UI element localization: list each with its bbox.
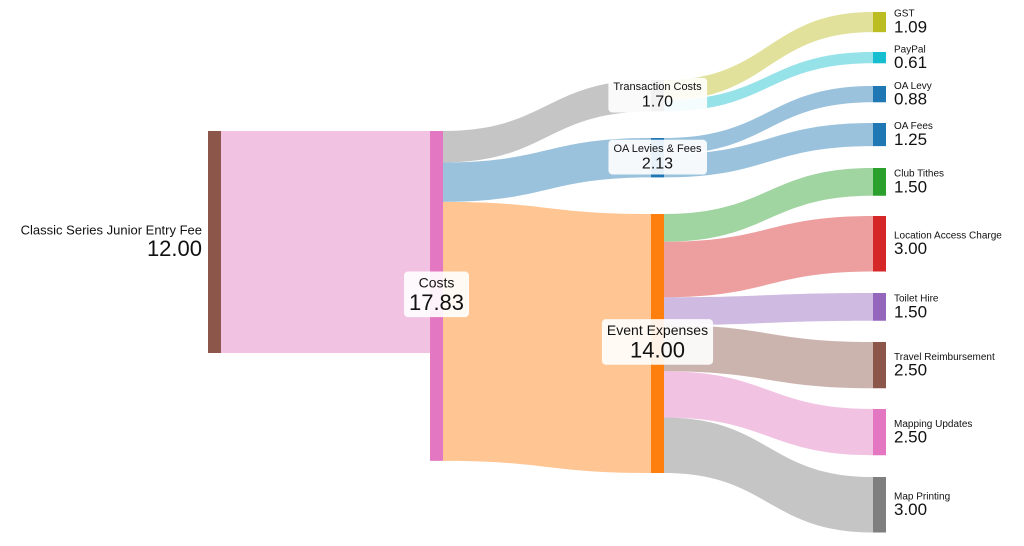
node-value: 1.25 (894, 130, 927, 149)
node-name: OA Levies & Fees (613, 143, 702, 155)
node-name: Location Access Charge (894, 230, 1002, 241)
node-value: 1.09 (894, 18, 927, 37)
node-name: Travel Reimbursement (894, 352, 995, 363)
node (873, 52, 886, 64)
label-box (608, 77, 708, 113)
label-box (403, 271, 470, 318)
node-name: Transaction Costs (613, 81, 702, 93)
label-box (601, 319, 714, 365)
link (664, 123, 873, 178)
node-name: OA Levy (894, 81, 932, 92)
node (873, 293, 886, 321)
node-value: 12.00 (147, 236, 202, 261)
link (664, 12, 873, 101)
link (443, 80, 651, 163)
node-value: 1.70 (642, 94, 673, 111)
node-value: 14.00 (630, 338, 685, 363)
node (873, 477, 886, 533)
node-name: Classic Series Junior Entry Fee (21, 222, 202, 237)
link (664, 52, 873, 112)
node-name: Toilet Hire (894, 294, 939, 305)
node-name: Club Tithes (894, 169, 944, 180)
link (221, 131, 430, 353)
link (443, 138, 651, 202)
node-value: 0.88 (894, 90, 927, 109)
node-name: Costs (419, 275, 455, 291)
link (664, 86, 873, 155)
label-box (608, 139, 708, 175)
link (664, 216, 873, 298)
link (664, 417, 873, 533)
node (873, 168, 886, 196)
node (873, 86, 886, 103)
node (873, 12, 886, 33)
link (664, 293, 873, 325)
node (873, 409, 886, 456)
link (664, 325, 873, 389)
node-name: PayPal (894, 44, 926, 55)
node-value: 2.50 (894, 361, 927, 380)
node-value: 17.83 (409, 290, 464, 315)
node-value: 1.50 (894, 302, 927, 321)
node-value: 2.13 (642, 156, 673, 173)
link (664, 168, 873, 242)
node-name: Mapping Updates (894, 419, 972, 430)
node (873, 123, 886, 147)
node-value: 0.61 (894, 53, 927, 72)
link (664, 371, 873, 456)
node-name: Event Expenses (607, 322, 708, 338)
node (873, 342, 886, 389)
node-name: OA Fees (894, 121, 933, 132)
node-name: GST (894, 9, 915, 20)
node (873, 216, 886, 272)
links (221, 12, 873, 533)
node-value: 1.50 (894, 177, 927, 196)
node-name: Map Printing (894, 491, 950, 502)
node-value: 3.00 (894, 500, 927, 519)
node (208, 131, 221, 353)
node-value: 3.00 (894, 239, 927, 258)
link (443, 201, 651, 474)
node-value: 2.50 (894, 428, 927, 447)
